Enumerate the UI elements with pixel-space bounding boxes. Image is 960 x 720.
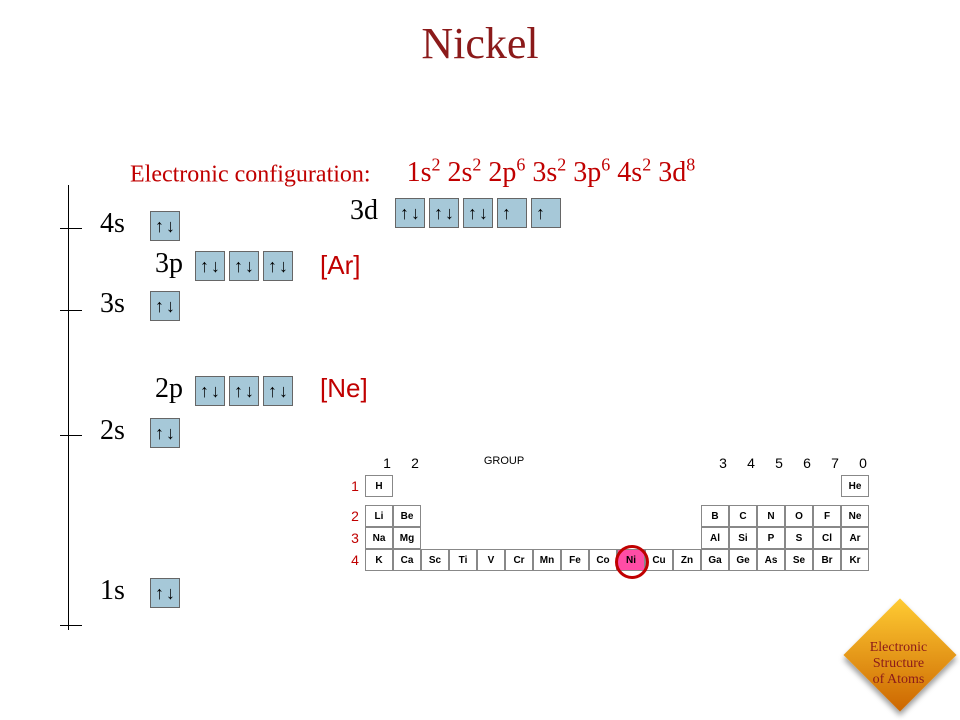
orbital-box [263, 376, 293, 406]
group-header: 1 2 GROUP 3 4 5 6 7 0 [345, 455, 877, 475]
element-cell: Ca [393, 549, 421, 571]
orbital-box [195, 376, 225, 406]
element-cell: Cl [813, 527, 841, 549]
element-cell: Fe [561, 549, 589, 571]
config-value: 1s2 2s2 2p6 3s2 3p6 4s2 3d8 [407, 157, 696, 188]
label-1s: 1s [100, 575, 125, 607]
label-4s: 4s [100, 208, 125, 240]
element-cell: Kr [841, 549, 869, 571]
element-cell: Zn [673, 549, 701, 571]
element-cell: He [841, 475, 869, 497]
axis-tick [60, 625, 82, 626]
orbital-box [229, 376, 259, 406]
orbitals-2p [195, 376, 293, 406]
element-cell: B [701, 505, 729, 527]
orbital-box [395, 198, 425, 228]
orbitals-1s [150, 578, 180, 608]
element-cell: Mg [393, 527, 421, 549]
orbitals-2s [150, 418, 180, 448]
corner-label: Electronic Structure of Atoms [851, 640, 946, 688]
orbital-box [229, 251, 259, 281]
element-cell: H [365, 475, 393, 497]
element-cell: S [785, 527, 813, 549]
orbitals-3s [150, 291, 180, 321]
element-cell: As [757, 549, 785, 571]
element-cell: Na [365, 527, 393, 549]
element-cell: Cr [505, 549, 533, 571]
config-label: Electronic configuration: [130, 161, 371, 187]
element-cell: Cu [645, 549, 673, 571]
label-3d: 3d [350, 195, 378, 227]
orbital-box [195, 251, 225, 281]
orbital-box [429, 198, 459, 228]
element-cell: C [729, 505, 757, 527]
element-cell: P [757, 527, 785, 549]
element-cell: Si [729, 527, 757, 549]
electron-config: Electronic configuration: 1s2 2s2 2p6 3s… [130, 155, 695, 189]
element-cell: N [757, 505, 785, 527]
element-cell: O [785, 505, 813, 527]
orbital-box [463, 198, 493, 228]
axis-tick [60, 435, 82, 436]
label-2p: 2p [155, 373, 183, 405]
orbital-box [150, 291, 180, 321]
annotation-ar: [Ar] [320, 250, 360, 281]
element-cell: F [813, 505, 841, 527]
periodic-table: 1 2 GROUP 3 4 5 6 7 0 1HHe2LiBeBCNOFNe3N… [345, 455, 877, 571]
element-cell: Ne [841, 505, 869, 527]
element-cell: Co [589, 549, 617, 571]
label-3p: 3p [155, 248, 183, 280]
element-cell: V [477, 549, 505, 571]
orbital-box [531, 198, 561, 228]
annotation-ne: [Ne] [320, 373, 368, 404]
element-cell: Mn [533, 549, 561, 571]
element-cell: Br [813, 549, 841, 571]
element-cell: Be [393, 505, 421, 527]
axis-tick [60, 310, 82, 311]
element-cell: Al [701, 527, 729, 549]
orbital-box [497, 198, 527, 228]
label-2s: 2s [100, 415, 125, 447]
orbital-box [150, 418, 180, 448]
page-title: Nickel [0, 0, 960, 69]
orbital-box [263, 251, 293, 281]
element-cell: Li [365, 505, 393, 527]
element-cell: K [365, 549, 393, 571]
element-cell: Ar [841, 527, 869, 549]
element-cell: Ga [701, 549, 729, 571]
orbital-box [150, 578, 180, 608]
orbital-box [150, 211, 180, 241]
element-cell: Ge [729, 549, 757, 571]
label-3s: 3s [100, 288, 125, 320]
orbitals-4s [150, 211, 180, 241]
orbitals-3d [395, 198, 561, 228]
orbitals-3p [195, 251, 293, 281]
element-cell: Ti [449, 549, 477, 571]
energy-axis [68, 185, 69, 630]
element-cell: Sc [421, 549, 449, 571]
axis-tick [60, 228, 82, 229]
element-cell: Ni [617, 549, 645, 571]
element-cell: Se [785, 549, 813, 571]
